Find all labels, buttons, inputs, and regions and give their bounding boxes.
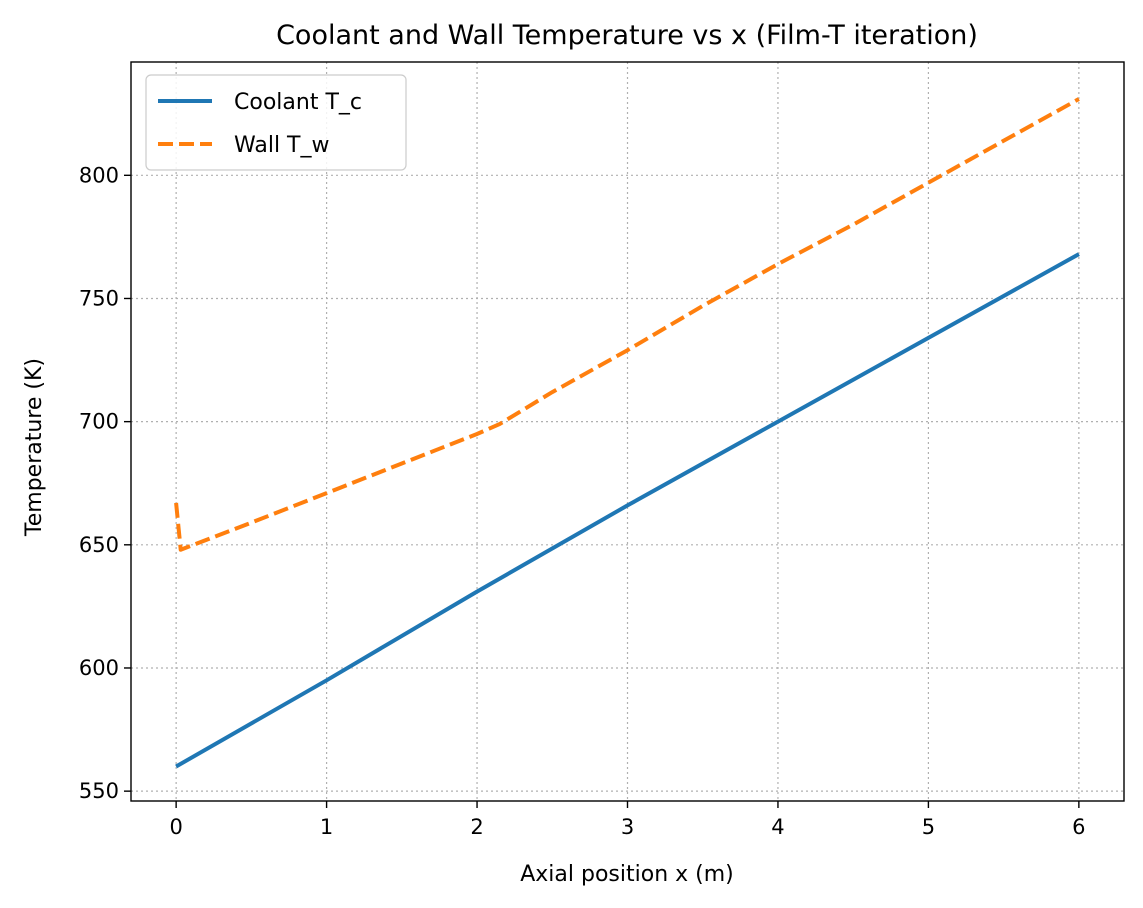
x-tick-label: 5: [922, 815, 935, 839]
y-axis-label: Temperature (K): [22, 358, 47, 537]
y-tick-label: 750: [79, 286, 119, 310]
x-tick-label: 4: [771, 815, 784, 839]
x-tick-label: 2: [470, 815, 483, 839]
x-tick-label: 0: [169, 815, 182, 839]
grid: [131, 62, 1124, 801]
legend-box: [145, 74, 407, 171]
y-tick-label: 700: [79, 410, 119, 434]
legend: Coolant T_c Wall T_w: [145, 74, 407, 171]
x-axis-ticks: 0 1 2 3 4 5 6: [169, 801, 1086, 839]
y-tick-label: 650: [79, 533, 119, 557]
series-line-wall: [174, 97, 1080, 552]
legend-label-coolant: Coolant T_c: [234, 90, 362, 115]
x-tick-label: 3: [621, 815, 634, 839]
y-tick-label: 600: [79, 656, 119, 680]
x-tick-label: 1: [320, 815, 333, 839]
legend-label-wall: Wall T_w: [234, 133, 329, 158]
series-line-coolant: [175, 252, 1080, 769]
x-axis-label: Axial position x (m): [520, 862, 734, 887]
chart-title: Coolant and Wall Temperature vs x (Film-…: [276, 20, 978, 51]
series-lines: [174, 97, 1080, 769]
y-axis-ticks: 550 600 650 700 750 800: [79, 163, 131, 803]
y-tick-label: 550: [79, 779, 119, 803]
x-tick-label: 6: [1072, 815, 1085, 839]
y-tick-label: 800: [79, 163, 119, 187]
